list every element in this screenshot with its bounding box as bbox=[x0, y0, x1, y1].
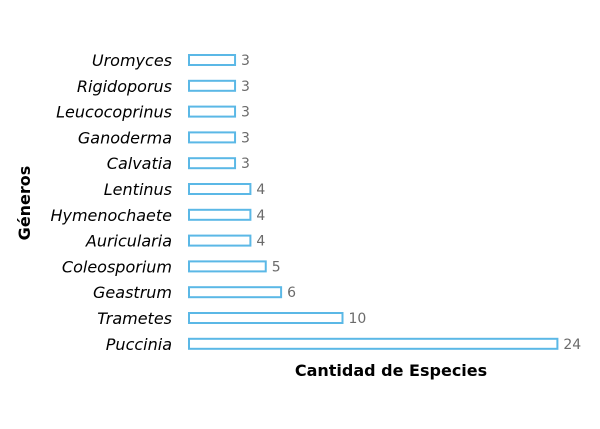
bar-lentinus bbox=[188, 183, 252, 195]
category-label-auricularia: Auricularia bbox=[85, 232, 172, 251]
value-label-rigidoporus: 3 bbox=[241, 79, 250, 95]
category-label-geastrum: Geastrum bbox=[93, 283, 172, 302]
value-label-geastrum: 6 bbox=[287, 285, 296, 301]
value-label-leucocoprinus: 3 bbox=[241, 105, 250, 121]
bar-hymenochaete bbox=[188, 208, 252, 221]
category-label-trametes: Trametes bbox=[97, 309, 172, 328]
bar-leucocoprinus bbox=[188, 105, 237, 118]
category-label-leucocoprinus: Leucocoprinus bbox=[56, 103, 172, 122]
bar-auricularia bbox=[188, 234, 252, 247]
value-label-coleosporium: 5 bbox=[272, 259, 281, 275]
category-label-coleosporium: Coleosporium bbox=[62, 257, 172, 276]
category-label-puccinia: Puccinia bbox=[106, 335, 172, 354]
bar-ganoderma bbox=[188, 131, 237, 144]
bar-uromyces bbox=[188, 54, 237, 66]
value-label-auricularia: 4 bbox=[256, 234, 265, 250]
category-label-rigidoporus: Rigidoporus bbox=[77, 77, 172, 96]
value-label-uromyces: 3 bbox=[241, 53, 250, 69]
bar-puccinia bbox=[188, 337, 559, 350]
x-axis-title: Cantidad de Especies bbox=[295, 361, 487, 380]
category-label-lentinus: Lentinus bbox=[104, 180, 172, 199]
bar-trametes bbox=[188, 312, 344, 324]
bar-coleosporium bbox=[188, 260, 267, 273]
category-label-hymenochaete: Hymenochaete bbox=[50, 206, 172, 225]
bar-calvatia bbox=[188, 157, 237, 170]
bar-geastrum bbox=[188, 286, 283, 299]
category-label-calvatia: Calvatia bbox=[107, 154, 172, 173]
value-label-puccinia: 24 bbox=[563, 337, 581, 353]
bars-group bbox=[188, 54, 559, 350]
category-label-ganoderma: Ganoderma bbox=[78, 128, 172, 147]
value-label-hymenochaete: 4 bbox=[256, 208, 265, 224]
value-label-trametes: 10 bbox=[349, 311, 367, 327]
value-label-lentinus: 4 bbox=[256, 182, 265, 198]
bar-rigidoporus bbox=[188, 79, 237, 92]
category-label-uromyces: Uromyces bbox=[92, 51, 172, 70]
category-labels-group: Uromyces Rigidoporus Leucocoprinus Ganoderm… bbox=[50, 51, 172, 354]
value-label-ganoderma: 3 bbox=[241, 130, 250, 146]
value-label-calvatia: 3 bbox=[241, 156, 250, 172]
y-axis-title: Géneros bbox=[15, 166, 34, 241]
